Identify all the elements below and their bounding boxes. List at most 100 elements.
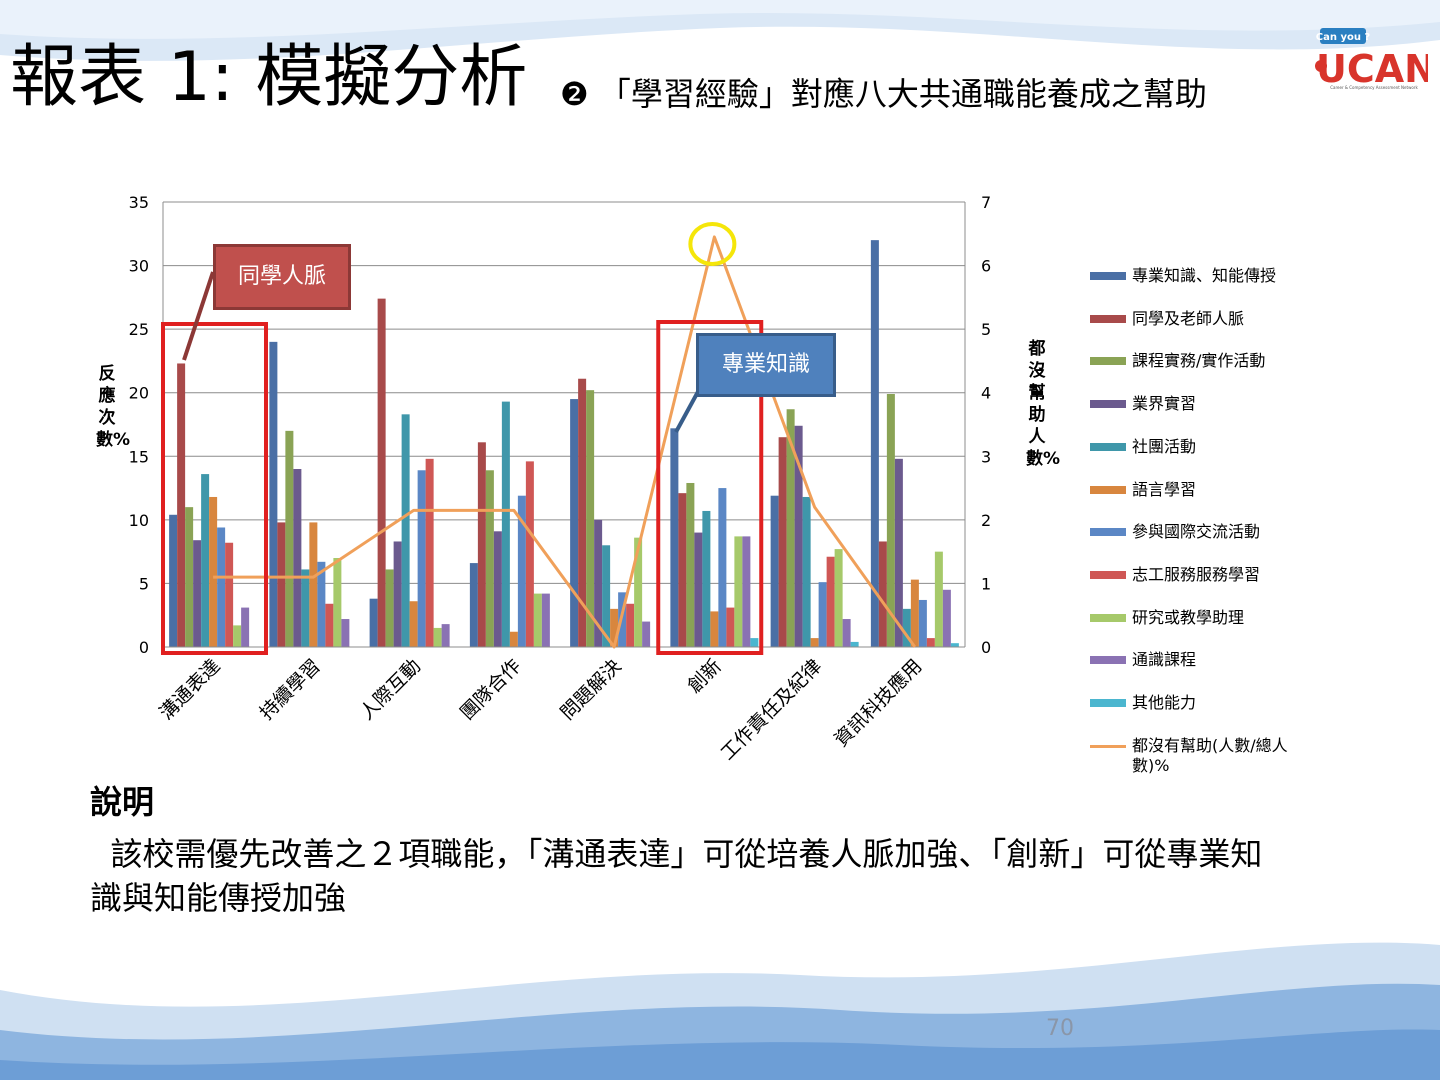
bar <box>670 428 679 647</box>
legend-swatch <box>1090 400 1126 409</box>
y-tick-left: 0 <box>139 638 149 657</box>
bar <box>634 537 643 647</box>
bar <box>469 563 478 647</box>
bar <box>401 414 410 647</box>
legend-swatch <box>1090 528 1126 537</box>
bar <box>902 608 911 647</box>
callout-classmates: 同學人脈 <box>213 244 351 310</box>
bar <box>377 298 386 647</box>
y-tick-left: 35 <box>129 193 149 212</box>
bar <box>177 363 186 647</box>
bar <box>341 619 350 647</box>
bar <box>509 631 518 647</box>
legend-swatch <box>1090 744 1126 748</box>
bar <box>417 470 426 647</box>
callout-pointer-classmates <box>182 271 215 361</box>
bar <box>786 409 795 647</box>
bar <box>301 569 310 647</box>
bar <box>441 624 450 647</box>
y-tick-right: 4 <box>981 384 991 403</box>
logo-main-text: UCAN <box>1316 47 1428 90</box>
legend-label: 同學及老師人脈 <box>1132 308 1245 328</box>
bar <box>818 582 827 647</box>
bar <box>333 558 342 647</box>
bar <box>686 482 695 647</box>
legend-label: 業界實習 <box>1132 394 1197 414</box>
bar <box>602 545 611 647</box>
legend-label: 志工服務服務學習 <box>1132 564 1261 584</box>
y-tick-left: 20 <box>129 384 149 403</box>
legend-label: 參與國際交流活動 <box>1132 522 1261 542</box>
bar <box>942 589 951 647</box>
x-tick-label: 資訊科技應用 <box>830 654 927 751</box>
callout-professional: 專業知識 <box>696 333 836 397</box>
y-tick-right: 0 <box>981 638 991 657</box>
bar <box>918 599 927 647</box>
bar <box>209 496 218 647</box>
x-tick-label: 問題解決 <box>556 655 625 724</box>
y-tick-left: 30 <box>129 257 149 276</box>
bar <box>193 540 202 647</box>
y-tick-left: 10 <box>129 511 149 530</box>
bar <box>501 401 510 647</box>
bar <box>626 603 635 647</box>
bar <box>718 488 727 647</box>
bar <box>277 522 286 647</box>
legend-swatch <box>1090 570 1126 579</box>
legend-swatch <box>1090 699 1126 707</box>
x-tick-label: 創新 <box>683 655 725 697</box>
logo-tagline: Career & Competency Assessment Network <box>1330 85 1418 90</box>
bar <box>433 627 442 647</box>
y-tick-left: 15 <box>129 447 149 466</box>
bar <box>742 536 751 647</box>
bar <box>493 531 502 647</box>
y-tick-right: 5 <box>981 320 991 339</box>
legend-label: 其他能力 <box>1132 693 1197 712</box>
bar <box>926 638 935 647</box>
bar <box>269 341 278 647</box>
bar <box>485 470 494 647</box>
bar <box>850 641 859 647</box>
bar <box>517 495 526 647</box>
bar <box>642 621 651 647</box>
bar <box>950 643 959 647</box>
y-tick-left: 5 <box>139 574 149 593</box>
x-tick-label: 溝通表達 <box>155 655 224 724</box>
bar <box>710 611 719 647</box>
bar <box>750 638 759 647</box>
highlight-box-innovation <box>656 320 764 655</box>
y-tick-right: 6 <box>981 257 991 276</box>
bar <box>385 569 394 647</box>
bar <box>694 532 703 647</box>
chart-bars <box>169 240 959 647</box>
bar <box>934 551 943 647</box>
ucan-logo: Can you ? UCAN Career & Competency Asses… <box>1315 28 1428 90</box>
bar <box>309 522 318 647</box>
bar <box>678 493 687 647</box>
y-tick-right: 3 <box>981 447 991 466</box>
legend-label: 都沒有幫助(人數/總人數)% <box>1132 735 1288 775</box>
bar <box>241 607 250 647</box>
legend-label: 專業知識、知能傳授 <box>1132 266 1277 285</box>
legend-swatch <box>1090 357 1126 366</box>
bar <box>842 619 851 647</box>
bar <box>826 556 835 647</box>
bar <box>317 561 326 647</box>
bar <box>734 536 743 647</box>
logo-top-text: Can you ? <box>1316 32 1371 43</box>
bar <box>778 437 787 647</box>
legend-swatch <box>1090 485 1126 494</box>
x-tick-label: 人際互動 <box>356 655 425 724</box>
legend-swatch <box>1090 272 1126 280</box>
chart-line <box>213 235 917 649</box>
bar <box>325 603 334 647</box>
y-tick-left: 25 <box>129 320 149 339</box>
legend-label: 語言學習 <box>1132 479 1197 499</box>
highlight-box-communication <box>161 322 268 655</box>
y-tick-right: 7 <box>981 193 991 212</box>
bar <box>834 549 843 647</box>
bar <box>541 593 550 647</box>
bar <box>393 541 402 647</box>
